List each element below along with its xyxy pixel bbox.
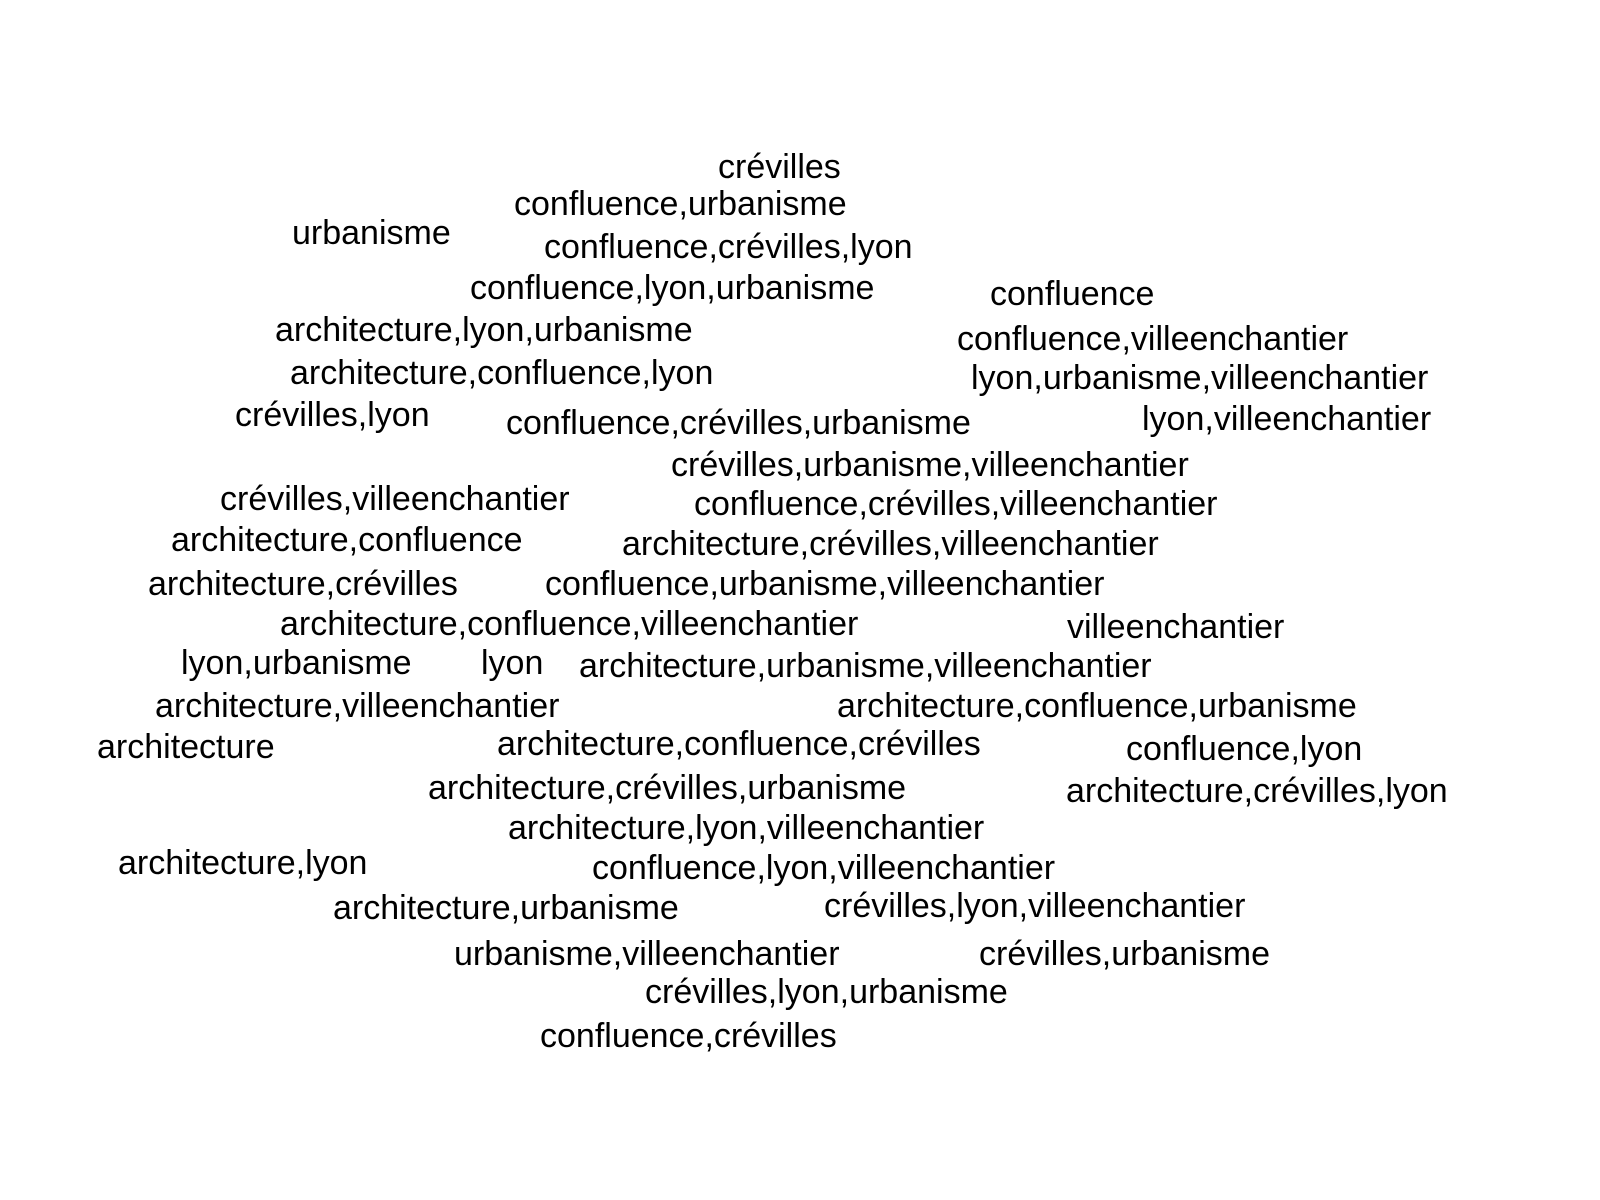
word-cloud-term: confluence bbox=[990, 275, 1155, 313]
word-cloud-term: lyon,villeenchantier bbox=[1142, 400, 1432, 438]
word-cloud-term: architecture,crévilles bbox=[148, 565, 458, 603]
word-cloud-term: confluence,lyon bbox=[1126, 730, 1363, 768]
word-cloud-term: architecture,confluence,villeenchantier bbox=[280, 605, 859, 643]
word-cloud-term: lyon bbox=[481, 644, 544, 682]
word-cloud-term: urbanisme,villeenchantier bbox=[454, 935, 840, 973]
word-cloud-term: architecture bbox=[97, 728, 275, 766]
word-cloud-term: villeenchantier bbox=[1067, 608, 1285, 646]
word-cloud-term: lyon,urbanisme bbox=[181, 644, 412, 682]
word-cloud-term: confluence,urbanisme,villeenchantier bbox=[545, 565, 1105, 603]
word-cloud-term: architecture,confluence,crévilles bbox=[497, 725, 981, 763]
word-cloud-term: architecture,confluence bbox=[171, 521, 523, 559]
word-cloud-term: architecture,crévilles,lyon bbox=[1066, 772, 1448, 810]
word-cloud-term: architecture,lyon,urbanisme bbox=[275, 311, 693, 349]
word-cloud-term: crévilles,lyon,urbanisme bbox=[645, 973, 1008, 1011]
word-cloud-term: crévilles,lyon,villeenchantier bbox=[824, 887, 1246, 925]
word-cloud-term: confluence,crévilles bbox=[540, 1017, 837, 1055]
word-cloud-term: confluence,crévilles,lyon bbox=[544, 228, 913, 266]
word-cloud-term: crévilles,lyon bbox=[235, 396, 430, 434]
word-cloud-term: architecture,urbanisme,villeenchantier bbox=[579, 647, 1152, 685]
word-cloud-term: crévilles,villeenchantier bbox=[220, 480, 570, 518]
word-cloud-term: architecture,crévilles,urbanisme bbox=[428, 769, 907, 807]
word-cloud-term: urbanisme bbox=[292, 214, 451, 252]
word-cloud-term: lyon,urbanisme,villeenchantier bbox=[971, 359, 1429, 397]
word-cloud-term: architecture,lyon,villeenchantier bbox=[508, 809, 985, 847]
word-cloud-term: confluence,lyon,villeenchantier bbox=[592, 849, 1056, 887]
word-cloud-term: confluence,crévilles,villeenchantier bbox=[694, 485, 1218, 523]
word-cloud-term: architecture,crévilles,villeenchantier bbox=[622, 525, 1159, 563]
word-cloud-term: crévilles,urbanisme,villeenchantier bbox=[671, 446, 1189, 484]
word-cloud-term: architecture,lyon bbox=[118, 844, 368, 882]
word-cloud-term: architecture,urbanisme bbox=[333, 889, 679, 927]
word-cloud-term: crévilles bbox=[718, 148, 841, 186]
word-cloud-term: confluence,lyon,urbanisme bbox=[470, 269, 875, 307]
word-cloud-term: architecture,confluence,lyon bbox=[290, 354, 714, 392]
word-cloud-term: architecture,confluence,urbanisme bbox=[837, 687, 1357, 725]
word-cloud-term: confluence,crévilles,urbanisme bbox=[506, 404, 971, 442]
word-cloud-term: architecture,villeenchantier bbox=[155, 687, 560, 725]
word-cloud-term: confluence,urbanisme bbox=[514, 185, 847, 223]
word-cloud-term: crévilles,urbanisme bbox=[979, 935, 1270, 973]
word-cloud-term: confluence,villeenchantier bbox=[957, 320, 1349, 358]
